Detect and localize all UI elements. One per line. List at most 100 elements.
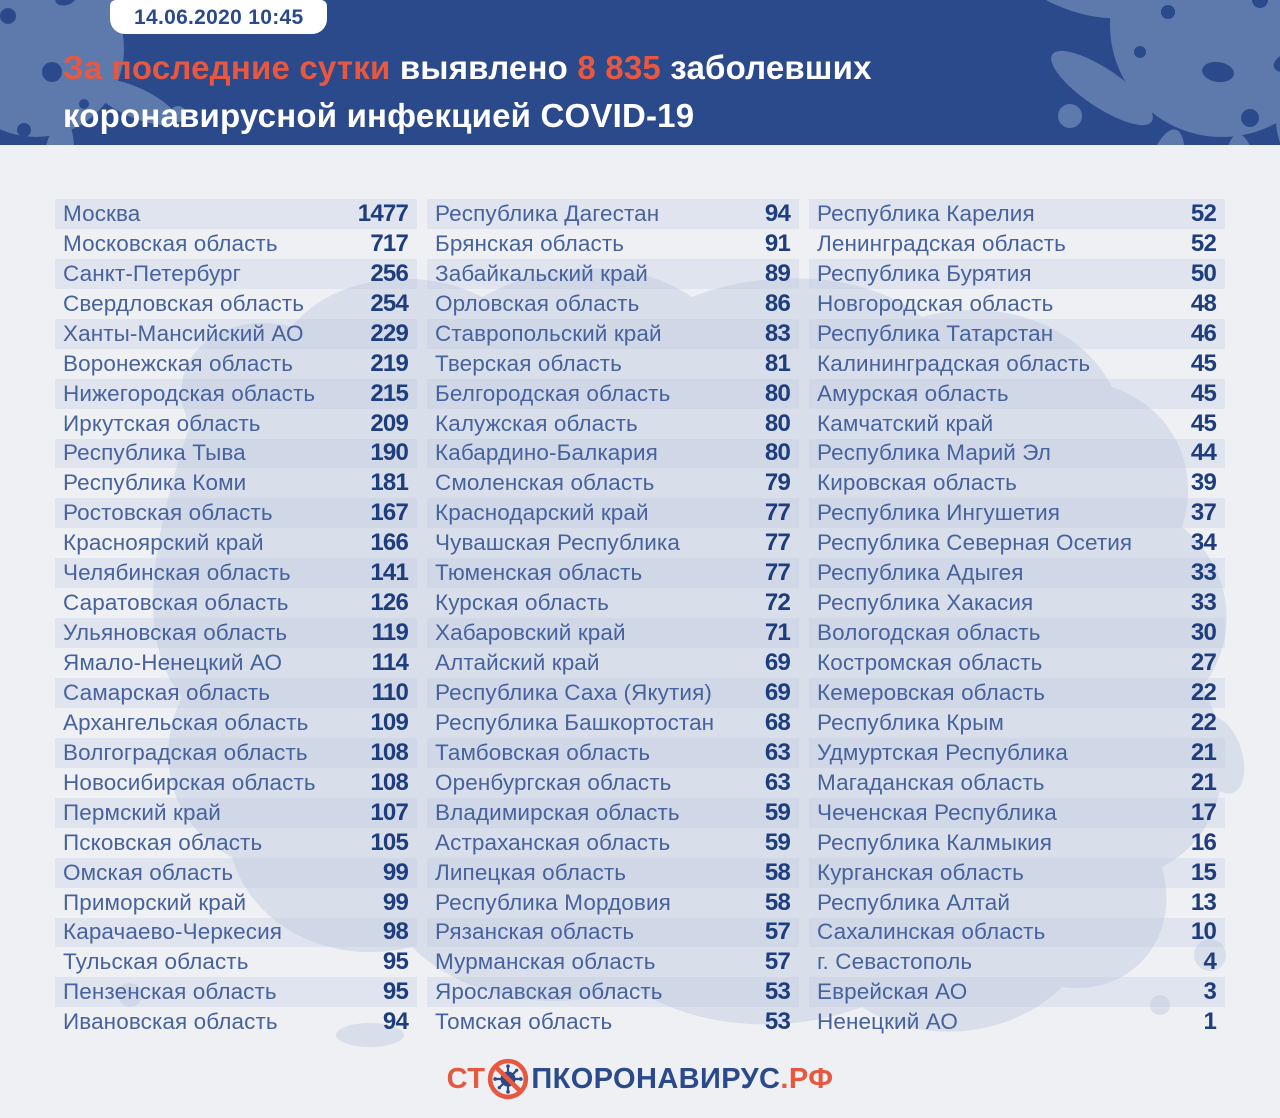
table-row: Ульяновская область 119 [55, 618, 417, 649]
region-value: 46 [1190, 319, 1217, 347]
region-value: 45 [1190, 349, 1217, 377]
table-row: Брянская область 91 [427, 229, 799, 259]
region-name: Республика Тыва [63, 440, 246, 466]
region-value: 22 [1190, 678, 1217, 706]
region-name: г. Севастополь [817, 949, 973, 975]
region-name: Ленинградская область [817, 230, 1067, 256]
table-row: Москва 1477 [55, 199, 417, 229]
region-value: 33 [1190, 589, 1217, 617]
region-name: Республика Карелия [817, 200, 1035, 226]
table-row: Омская область 99 [55, 857, 417, 888]
page-title: За последние сутки выявлено 8 835 заболе… [63, 44, 872, 140]
region-value: 3 [1203, 978, 1216, 1006]
region-name: Пензенская область [63, 979, 277, 1005]
table-row: Кабардино-Балкария 80 [427, 438, 799, 469]
table-row: Республика Северная Осетия 34 [809, 528, 1225, 558]
header-banner: 14.06.2020 10:45 За последние сутки выяв… [0, 0, 1280, 145]
region-name: Республика Бурятия [817, 260, 1032, 286]
logo-suffix: .РФ [780, 1062, 834, 1095]
region-value: 13 [1190, 888, 1217, 916]
table-row: Ивановская область 94 [55, 1007, 417, 1037]
table-row: Кемеровская область 22 [809, 678, 1225, 708]
table-row: Рязанская область 57 [427, 917, 799, 948]
region-name: Орловская область [435, 290, 640, 316]
table-row: Ярославская область 53 [427, 977, 799, 1008]
table-row: Забайкальский край 89 [427, 258, 799, 289]
stopcoronavirus-logo: СТ ПКОРОНАВИРУС .РФ [447, 1057, 834, 1101]
region-value: 95 [382, 978, 409, 1006]
region-value: 33 [1190, 559, 1217, 587]
region-value: 254 [370, 289, 408, 317]
footer: СТ ПКОРОНАВИРУС .РФ [0, 1052, 1280, 1106]
table-row: Республика Марий Эл 44 [809, 438, 1225, 469]
table-row: Саратовская область 126 [55, 588, 417, 618]
virus-splash-right-icon [1022, 0, 1280, 145]
region-name: Забайкальский край [435, 260, 648, 286]
region-value: 21 [1190, 738, 1217, 766]
table-row: Смоленская область 79 [427, 468, 799, 498]
region-value: 77 [764, 499, 791, 527]
region-name: Республика Башкортостан [435, 709, 715, 735]
table-row: Алтайский край 69 [427, 648, 799, 678]
region-value: 107 [370, 798, 408, 826]
region-name: Республика Ингушетия [817, 500, 1061, 526]
table-row: Красноярский край 166 [55, 528, 417, 558]
region-value: 68 [764, 708, 791, 736]
table-row: Пензенская область 95 [55, 977, 417, 1008]
region-name: Тюменская область [435, 560, 643, 586]
region-name: Калининградская область [817, 350, 1091, 376]
table-row: Магаданская область 21 [809, 768, 1225, 798]
region-value: 256 [370, 259, 408, 287]
region-name: Нижегородская область [63, 380, 316, 406]
title-mid: выявлено [390, 49, 578, 86]
region-name: Рязанская область [435, 919, 635, 945]
date-badge: 14.06.2020 10:45 [110, 0, 328, 34]
table-row: Самарская область 110 [55, 678, 417, 708]
table-row: Псковская область 105 [55, 828, 417, 858]
region-name: Чеченская Республика [817, 799, 1057, 825]
table-row: Новгородская область 48 [809, 289, 1225, 319]
table-row: Карачаево-Черкесия 98 [55, 917, 417, 948]
region-table-column-2: Республика Дагестан 94 Брянская область 91 З… [427, 199, 799, 1037]
region-name: Брянская область [435, 230, 625, 256]
table-row: Приморский край 99 [55, 888, 417, 918]
region-value: 45 [1190, 409, 1217, 437]
table-row: Краснодарский край 77 [427, 498, 799, 529]
table-row: Тверская область 81 [427, 349, 799, 379]
table-row: Иркутская область 209 [55, 409, 417, 439]
table-row: Республика Карелия 52 [809, 199, 1225, 229]
region-value: 16 [1190, 828, 1217, 856]
table-row: Республика Крым 22 [809, 708, 1225, 738]
table-row: Чеченская Республика 17 [809, 797, 1225, 828]
region-value: 99 [382, 858, 409, 886]
region-name: Курская область [435, 590, 609, 616]
region-name: Самарская область [63, 679, 271, 705]
table-row: Сахалинская область 10 [809, 917, 1225, 948]
table-row: Хабаровский край 71 [427, 618, 799, 649]
region-name: Новосибирская область [63, 769, 316, 795]
region-value: 219 [370, 349, 408, 377]
table-row: Республика Алтай 13 [809, 888, 1225, 918]
table-row: Республика Башкортостан 68 [427, 708, 799, 738]
table-row: Тульская область 95 [55, 947, 417, 977]
region-value: 79 [764, 469, 791, 497]
region-name: Ульяновская область [63, 620, 288, 646]
region-name: Республика Марий Эл [817, 440, 1052, 466]
region-value: 50 [1190, 259, 1217, 287]
region-name: Ненецкий АО [817, 1009, 958, 1035]
table-row: Амурская область 45 [809, 378, 1225, 409]
table-row: Ямало-Ненецкий АО 114 [55, 648, 417, 678]
region-name: Хабаровский край [435, 620, 626, 646]
region-name: Тверская область [435, 350, 622, 376]
region-name: Свердловская область [63, 290, 305, 316]
region-table-column-1: Москва 1477 Московская область 717 Санкт-Пет… [55, 199, 417, 1037]
region-name: Республика Саха (Якутия) [435, 679, 712, 705]
region-name: Оренбургская область [435, 769, 672, 795]
region-name: Костромская область [817, 650, 1043, 676]
region-name: Кемеровская область [817, 679, 1046, 705]
region-name: Новгородская область [817, 290, 1054, 316]
region-value: 52 [1190, 199, 1217, 227]
region-name: Кировская область [817, 470, 1017, 496]
table-row: Челябинская область 141 [55, 558, 417, 589]
